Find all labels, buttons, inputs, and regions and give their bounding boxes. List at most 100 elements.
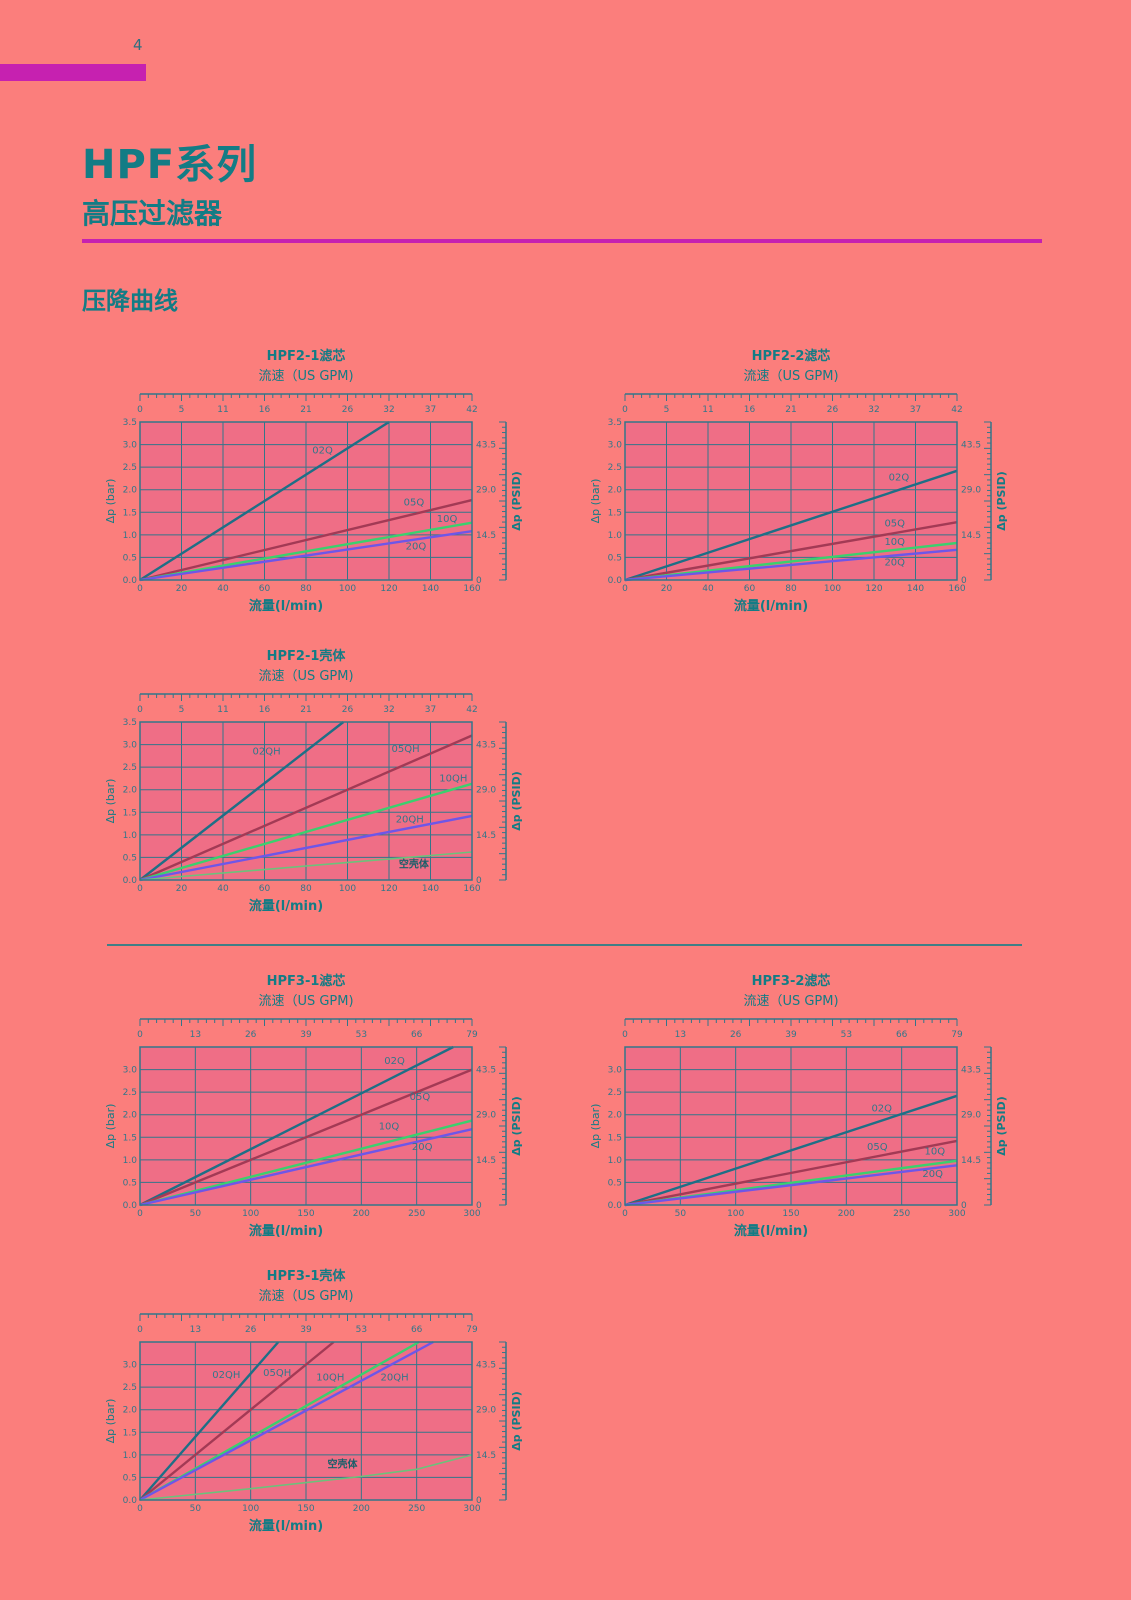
right-tick-label: 29.0 <box>961 1111 981 1121</box>
top-axis-label: 流速（US GPM) <box>258 1289 353 1304</box>
right-tick-label: 14.5 <box>476 1451 496 1461</box>
section-heading: 压降曲线 <box>82 287 178 315</box>
right-tick-label: 0 <box>476 576 482 586</box>
right-tick-label: 14.5 <box>476 831 496 841</box>
y-tick-label: 3.0 <box>123 741 138 751</box>
top-tick-label: 26 <box>730 1030 742 1040</box>
top-tick-label: 21 <box>785 405 796 415</box>
right-tick-label: 29.0 <box>476 1406 496 1416</box>
title-rule <box>82 239 1042 243</box>
series-line-20Q <box>624 548 958 582</box>
top-tick-label: 21 <box>300 705 311 715</box>
series-label: 02Q <box>889 473 910 484</box>
series-label: 05Q <box>884 519 905 530</box>
series-label: 05Q <box>404 498 425 509</box>
y-tick-label: 3.0 <box>608 441 623 451</box>
series-label: 05QH <box>392 744 420 755</box>
top-tick-label: 13 <box>190 1325 201 1335</box>
series-line-20QH <box>139 814 473 882</box>
y-tick-label: 1.0 <box>123 831 138 841</box>
series-line-05Q <box>139 1068 473 1207</box>
series-label: 10Q <box>884 537 905 548</box>
y-tick-label: 3.0 <box>123 441 138 451</box>
y-axis-label: Δp (bar) <box>104 479 117 524</box>
series-line-10Q <box>139 521 473 582</box>
x-axis-label: 流量(l/min) <box>249 598 323 614</box>
series-line-空壳体 <box>139 1454 473 1501</box>
top-tick-label: 0 <box>137 705 143 715</box>
x-tick-label: 160 <box>948 584 965 594</box>
series-label: 02QH <box>212 1370 240 1381</box>
top-tick-label: 42 <box>466 405 477 415</box>
top-tick-label: 39 <box>300 1030 312 1040</box>
y-tick-label: 1.5 <box>608 1133 622 1143</box>
right-tick-label: 0 <box>961 576 967 586</box>
right-tick-label: 43.5 <box>476 441 496 451</box>
x-tick-label: 20 <box>176 884 188 894</box>
series-label: 10Q <box>437 514 458 525</box>
top-tick-label: 21 <box>300 405 311 415</box>
top-axis-label: 流速（US GPM) <box>258 669 353 684</box>
x-axis-label: 流量(l/min) <box>249 1223 323 1239</box>
series-label: 20Q <box>922 1169 943 1180</box>
right-tick-label: 43.5 <box>476 741 496 751</box>
plot-border <box>624 421 958 581</box>
x-tick-label: 160 <box>463 884 480 894</box>
y-tick-label: 2.5 <box>123 1383 137 1393</box>
section-divider <box>107 944 1022 946</box>
right-tick-label: 14.5 <box>476 531 496 541</box>
x-tick-label: 0 <box>137 1209 143 1219</box>
series-label: 02QH <box>253 747 281 758</box>
series-label: 20QH <box>396 815 424 826</box>
x-tick-label: 50 <box>190 1504 202 1514</box>
top-tick-label: 11 <box>217 405 228 415</box>
series-line-02Q <box>624 1094 958 1207</box>
top-tick-label: 26 <box>827 405 839 415</box>
x-tick-label: 0 <box>137 584 143 594</box>
x-tick-label: 60 <box>259 584 271 594</box>
top-axis-label: 流速（US GPM) <box>258 369 353 384</box>
y-axis-label: Δp (bar) <box>589 479 602 524</box>
y-tick-label: 0.0 <box>608 1201 623 1211</box>
series-line-02QH <box>139 1341 280 1501</box>
series-label: 20QH <box>380 1372 408 1383</box>
top-tick-label: 26 <box>342 405 354 415</box>
x-tick-label: 40 <box>217 584 229 594</box>
top-axis-label: 流速（US GPM) <box>743 369 838 384</box>
series-title: HPF系列 <box>82 142 258 188</box>
y-tick-label: 1.5 <box>123 1133 137 1143</box>
y2-axis-label: Δp (PSID) <box>510 1391 523 1450</box>
y-tick-label: 1.5 <box>608 508 622 518</box>
x-tick-label: 0 <box>622 1209 628 1219</box>
series-line-05Q <box>139 498 473 582</box>
top-tick-label: 5 <box>179 405 185 415</box>
x-tick-label: 300 <box>463 1504 480 1514</box>
top-tick-label: 16 <box>744 405 756 415</box>
top-tick-label: 66 <box>411 1325 423 1335</box>
series-line-20QH <box>139 1340 434 1502</box>
series-label: 05Q <box>410 1092 431 1103</box>
top-tick-label: 26 <box>342 705 354 715</box>
series-line-02Q <box>139 1045 454 1207</box>
series-line-10QH <box>139 782 473 882</box>
chart-title: HPF3-1壳体 <box>267 1268 347 1284</box>
x-axis-label: 流量(l/min) <box>249 898 323 914</box>
top-tick-label: 0 <box>137 405 143 415</box>
x-tick-label: 50 <box>190 1209 202 1219</box>
top-tick-label: 5 <box>179 705 185 715</box>
series-label: 10QH <box>316 1372 344 1383</box>
x-tick-label: 300 <box>948 1209 965 1219</box>
top-tick-label: 0 <box>137 1325 143 1335</box>
y-tick-label: 0.0 <box>123 1201 138 1211</box>
x-axis-label: 流量(l/min) <box>734 1223 808 1239</box>
plot-border <box>624 1046 958 1206</box>
plot-border <box>139 1046 473 1206</box>
x-tick-label: 100 <box>824 584 841 594</box>
plot-border <box>139 1341 473 1501</box>
top-tick-label: 66 <box>896 1030 908 1040</box>
x-tick-label: 0 <box>137 1504 143 1514</box>
x-tick-label: 120 <box>380 884 397 894</box>
series-line-20Q <box>624 1164 958 1207</box>
right-tick-label: 0 <box>961 1201 967 1211</box>
y-tick-label: 1.0 <box>123 1156 138 1166</box>
